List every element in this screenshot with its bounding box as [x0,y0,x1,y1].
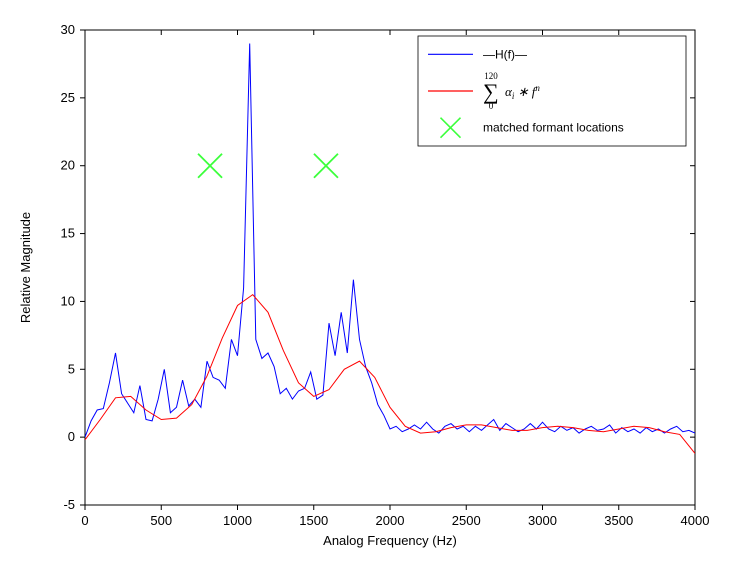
ytick-label: 20 [61,158,75,173]
xtick-label: 2000 [376,513,405,528]
xtick-label: 3000 [528,513,557,528]
svg-text:αi ∗ fn: αi ∗ fn [505,83,540,101]
ytick-label: 25 [61,90,75,105]
ytick-label: 30 [61,22,75,37]
xtick-label: 3500 [604,513,633,528]
legend: —H(f)—120∑0αi ∗ fnmatched formant locati… [418,36,686,146]
svg-text:0: 0 [489,101,494,111]
spectrum-chart: 0 500 1000 1500 2000 2500 3000 3500 4000 -5 0 5 10 15… [0,0,741,569]
xtick-label: 2500 [452,513,481,528]
xtick-label: 500 [150,513,172,528]
chart-svg: 0 500 1000 1500 2000 2500 3000 3500 4000 -5 0 5 10 15… [0,0,741,569]
legend-label-formant: matched formant locations [483,121,624,135]
xtick-label: 4000 [681,513,710,528]
ytick-label: 0 [68,429,75,444]
ytick-label: -5 [63,497,75,512]
ytick-label: 10 [61,293,75,308]
xtick-label: 0 [81,513,88,528]
xtick-label: 1000 [223,513,252,528]
xtick-label: 1500 [299,513,328,528]
legend-label-hf: —H(f)— [483,47,527,61]
ytick-label: 5 [68,361,75,376]
ytick-label: 15 [61,226,75,241]
ylabel: Relative Magnitude [18,212,33,323]
xlabel: Analog Frequency (Hz) [323,533,457,548]
